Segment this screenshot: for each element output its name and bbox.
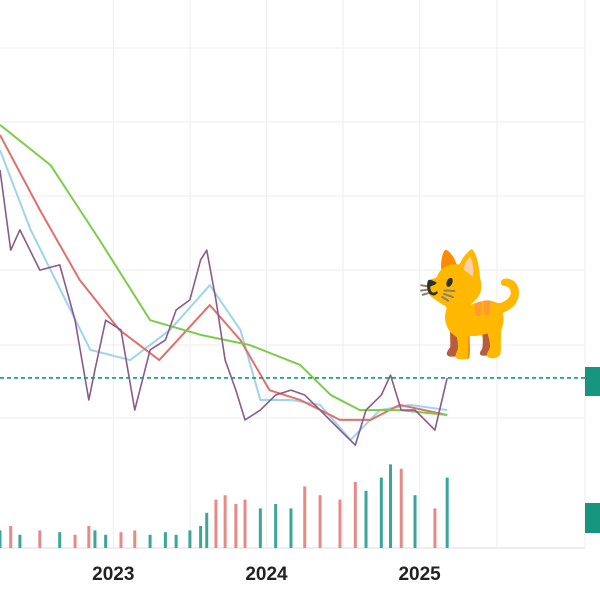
volume-bar — [389, 464, 393, 548]
volume-bar — [18, 534, 22, 548]
volume-bar — [163, 532, 167, 548]
volume-bar — [338, 499, 342, 548]
volume-bar — [234, 504, 238, 548]
volume-marker — [585, 503, 600, 533]
series-line — [0, 134, 448, 421]
x-tick-label: 2024 — [245, 564, 288, 585]
volume-bar — [303, 486, 307, 548]
volume-bar — [258, 508, 262, 548]
volume-bar — [199, 526, 203, 548]
volume-bar — [174, 534, 178, 548]
volume-bar — [274, 504, 278, 548]
volume-bar — [9, 526, 13, 548]
x-tick-label: 2025 — [398, 564, 441, 585]
volume-bar — [104, 534, 108, 548]
volume-bar — [364, 490, 368, 548]
volume-bar — [205, 512, 209, 548]
volume-bar — [353, 482, 357, 548]
volume-bar — [93, 530, 97, 548]
x-tick-label: 2023 — [92, 564, 134, 585]
cat-emoji: 🐈 — [408, 247, 533, 360]
volume-bar — [119, 532, 123, 548]
grid — [0, 0, 586, 548]
volume-bar — [214, 499, 218, 548]
volume-bar — [445, 477, 449, 548]
volume-bar — [38, 530, 42, 548]
volume-bar — [413, 495, 417, 548]
series-line — [0, 169, 448, 446]
price-marker — [585, 367, 600, 396]
volume-bar — [243, 499, 247, 548]
volume-bar — [58, 532, 62, 548]
volume-bar — [0, 530, 2, 548]
volume-bar — [73, 534, 77, 548]
volume-bar — [133, 530, 137, 548]
volume-bar — [399, 468, 403, 548]
volume-bar — [379, 477, 383, 548]
series-line — [0, 124, 448, 416]
volume-bar — [87, 526, 91, 548]
volume-bar — [433, 508, 437, 548]
volume-bar — [289, 508, 293, 548]
volume-bar — [148, 534, 152, 548]
volume-bar — [318, 495, 322, 548]
volume-bar — [223, 495, 227, 548]
volume-bar — [188, 530, 192, 548]
series-line — [0, 149, 448, 441]
